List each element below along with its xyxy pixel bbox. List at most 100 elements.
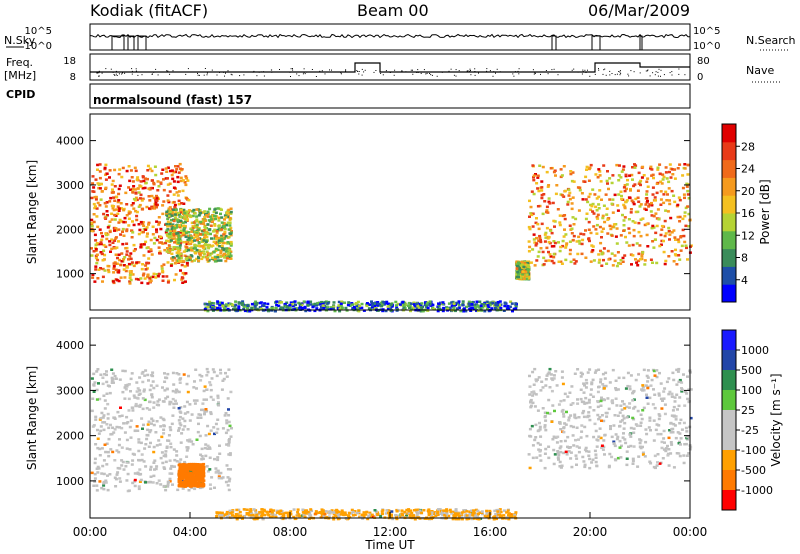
power-cell [124,247,128,250]
power-cell [299,305,303,308]
velocity-cell [186,390,190,394]
velocity-cell [225,419,229,422]
power-cell [303,306,307,310]
velocity-cell [263,513,266,517]
power-cell [566,203,570,206]
power-cell [333,309,337,313]
velocity-cell [207,432,211,436]
velocity-cell [125,415,129,419]
velocity-cell [196,485,200,488]
velocity-cell [381,509,385,512]
nave-point [492,75,494,77]
velocity-cell [194,464,198,468]
velocity-cell [106,412,110,416]
power-cell [577,209,581,212]
power-cell [165,212,169,215]
power-cell [198,249,202,252]
power-cell [94,243,98,246]
power-cell [139,243,143,246]
power-cell [94,239,98,242]
nsky-dropout [551,35,557,51]
nave-point [113,74,115,75]
power-cell [178,260,182,263]
velocity-cell [120,446,124,449]
velocity-cell [227,441,231,444]
power-cell [140,267,144,271]
velocity-cell [427,510,431,513]
power-cell [686,173,690,176]
power-cell [582,233,586,236]
velocity-cell [212,426,216,429]
power-cell [216,302,220,305]
velocity-cell [223,414,227,417]
power-cell [92,213,96,216]
velocity-cell [415,514,419,518]
power-cell [529,205,533,209]
power-cell [220,234,224,238]
power-cell [412,301,416,304]
power-cell [216,248,220,252]
power-cell [611,264,615,267]
power-cell [313,302,317,306]
power-cell [103,166,107,170]
nave-point [532,69,534,71]
velocity-cell [186,446,190,449]
power-cell [98,163,102,166]
velocity-cell [120,459,124,462]
power-cell [155,197,159,200]
nave-point [253,70,255,72]
power-cell [193,212,197,215]
power-cell [223,241,227,245]
power-cell [168,214,171,218]
power-cell [179,239,183,243]
power-cell [554,192,558,196]
velocity-cell [249,508,253,511]
power-cell [185,212,188,216]
power-cell [176,165,180,168]
velocity-cell [104,481,108,484]
velocity-cell [211,398,215,401]
power-cell [136,187,140,190]
power-cell [521,262,525,265]
power-cell [632,228,636,232]
velocity-cell [164,397,168,400]
power-cell [675,263,679,266]
power-cell [223,237,226,240]
nave-point [469,68,471,70]
velocity-cell [208,456,212,459]
power-cell [587,228,591,231]
power-cell [480,303,484,306]
nave-point [321,70,323,72]
velocity-cell [152,386,156,390]
velocity-cell [416,511,420,515]
power-cell [627,244,631,247]
nsky-series-line [89,33,690,39]
power-cell [92,202,96,206]
power-cell [108,230,112,234]
power-cell [637,171,641,175]
velocity-cell [109,423,112,427]
velocity-cell [213,486,216,489]
power-cell [210,237,213,240]
velocity-cell [436,510,440,513]
velocity-cell [96,446,100,450]
power-cell [610,202,614,206]
power-cell [631,243,635,247]
velocity-cell [495,517,498,521]
power-cell [643,223,647,227]
power-cell [337,300,341,304]
power-cell [225,257,229,260]
power-cell [686,258,689,261]
power-cell [255,301,259,305]
power-cell [217,216,221,220]
velocity-cell [193,484,197,488]
power-cell [540,193,544,197]
power-cell [229,254,233,257]
velocity-cell [198,478,202,481]
velocity-cell [332,513,336,516]
velocity-cell [217,475,221,478]
power-cell [184,248,188,252]
power-cell [566,200,570,204]
power-cell [118,184,122,187]
velocity-cell [413,518,417,521]
